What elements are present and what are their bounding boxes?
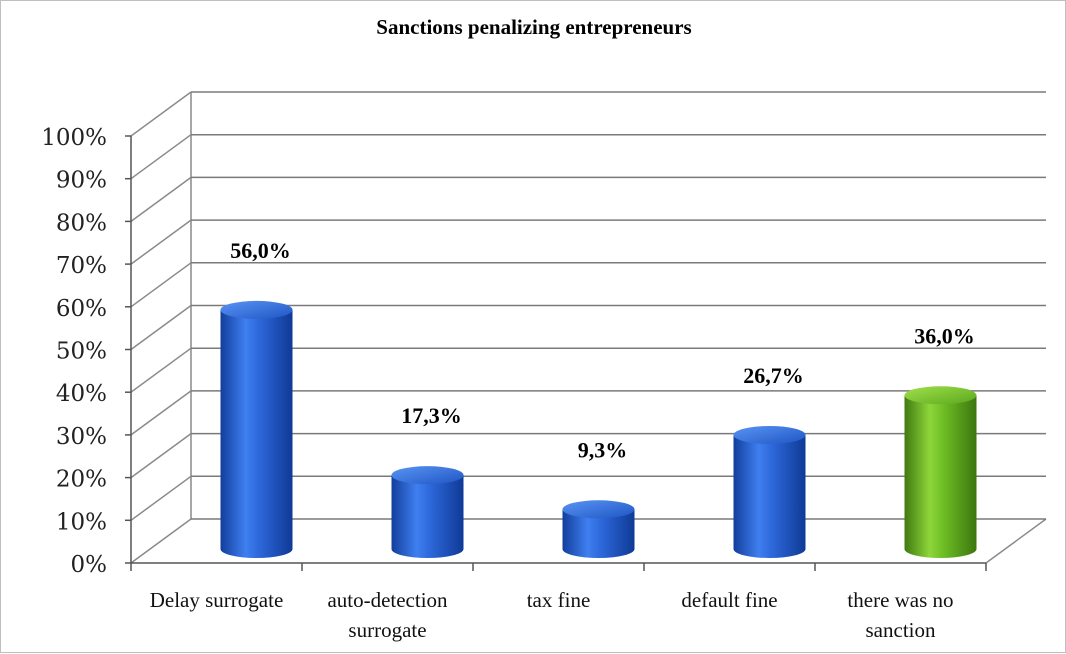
bar-1	[391, 466, 464, 558]
bar-top	[391, 466, 464, 485]
x-tick-label: default fine	[681, 588, 777, 612]
gridline-side	[130, 262, 192, 308]
data-label: 9,3%	[578, 437, 628, 462]
bar-top	[220, 300, 293, 319]
x-tick-label: surrogate	[348, 618, 426, 642]
floor-right-edge	[985, 518, 1047, 564]
y-tick-label: 60%	[56, 296, 107, 322]
y-tick-label: 10%	[56, 509, 107, 535]
bar-top	[733, 425, 806, 444]
gridline-side	[130, 304, 192, 351]
data-label: 17,3%	[401, 403, 462, 428]
bar-body	[220, 309, 293, 558]
gridline-side	[130, 432, 192, 479]
gridline-side	[130, 134, 192, 180]
y-tick-label: 0%	[71, 552, 108, 578]
y-tick-label: 50%	[56, 339, 107, 365]
x-tick-label: there was no	[847, 588, 953, 612]
bar-top	[904, 386, 977, 405]
bar-body	[733, 434, 806, 558]
y-tick-label: 40%	[56, 381, 107, 407]
x-tick-label: Delay surrogate	[150, 588, 284, 612]
y-tick-label: 70%	[56, 253, 107, 279]
y-tick-label: 90%	[56, 168, 107, 194]
x-tick-label: sanction	[866, 618, 936, 642]
y-tick-label: 100%	[41, 125, 107, 151]
data-label: 26,7%	[743, 363, 804, 388]
data-label: 36,0%	[914, 323, 975, 348]
bar-3	[733, 425, 806, 558]
gridline-side	[130, 390, 192, 436]
gridline-side	[130, 91, 192, 137]
bar-2	[562, 500, 635, 558]
y-tick-label: 30%	[56, 424, 107, 450]
x-tick-label: tax fine	[527, 588, 591, 612]
x-tick-label: auto-detection	[327, 588, 448, 612]
bar-body	[904, 395, 977, 558]
bar-body	[562, 509, 635, 558]
gridline-side	[130, 475, 192, 521]
gridline-side	[130, 518, 192, 564]
bar-top	[562, 500, 635, 519]
gridline-side	[130, 219, 192, 265]
bar-4	[904, 386, 977, 558]
bar-0	[220, 300, 293, 558]
gridline-side	[130, 347, 192, 393]
y-tick-label: 80%	[56, 210, 107, 236]
bar-body	[391, 475, 464, 558]
gridline-side	[130, 176, 192, 223]
y-tick-label: 20%	[56, 467, 107, 493]
data-label: 56,0%	[230, 238, 291, 263]
chart-title: Sanctions penalizing entrepreneurs	[376, 15, 692, 39]
